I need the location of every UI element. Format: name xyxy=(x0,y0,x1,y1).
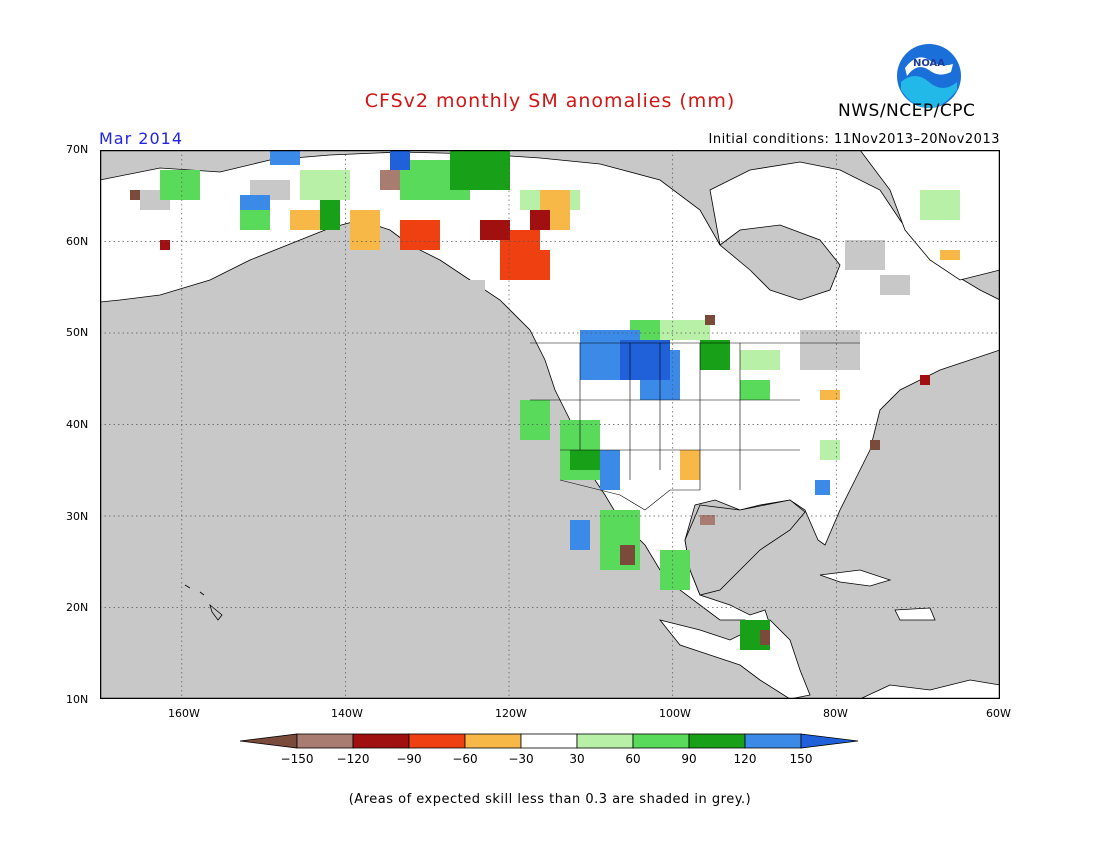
south-america-landmass xyxy=(859,679,1000,699)
colorbar-swatch xyxy=(576,733,634,749)
colorbar xyxy=(240,733,859,749)
anomaly-map xyxy=(100,150,1000,699)
lon-label-100w: 100W xyxy=(659,707,691,720)
colorbar-label: 30 xyxy=(569,752,585,766)
colorbar-swatch xyxy=(520,733,578,749)
lon-label-80w: 80W xyxy=(823,707,848,720)
lat-label-40n: 40N xyxy=(66,418,89,431)
central-america-landmass xyxy=(658,619,811,699)
hudson-bay xyxy=(719,224,841,301)
colorbar-swatch xyxy=(688,733,746,749)
lat-label-10n: 10N xyxy=(66,693,89,706)
noaa-logo: NOAA xyxy=(895,42,963,114)
lon-label-60w: 60W xyxy=(986,707,1011,720)
colorbar-swatch xyxy=(744,733,802,749)
anomaly-cells xyxy=(130,150,960,650)
colorbar-swatch xyxy=(296,733,354,749)
lon-label-160w: 160W xyxy=(168,707,200,720)
footnote: (Areas of expected skill less than 0.3 a… xyxy=(348,792,752,807)
colorbar-label: −150 xyxy=(280,752,314,766)
colorbar-swatch xyxy=(464,733,522,749)
lat-label-70n: 70N xyxy=(66,143,89,156)
colorbar-label: −90 xyxy=(396,752,422,766)
colorbar-swatch xyxy=(240,733,298,749)
colorbar-label: −60 xyxy=(452,752,478,766)
lat-label-60n: 60N xyxy=(66,235,89,248)
hawaii-islands xyxy=(184,584,223,621)
colorbar-label: −30 xyxy=(508,752,534,766)
lat-label-30n: 30N xyxy=(66,510,89,523)
colorbar-label: 120 xyxy=(733,752,757,766)
colorbar-swatch xyxy=(800,733,859,749)
target-month: Mar 2014 xyxy=(99,129,183,148)
initial-conditions: Initial conditions: 11Nov2013–20Nov2013 xyxy=(708,132,1000,147)
colorbar-swatch xyxy=(632,733,690,749)
colorbar-label: −120 xyxy=(336,752,370,766)
colorbar-label: 90 xyxy=(681,752,697,766)
political-boundaries xyxy=(530,342,860,511)
svg-text:NOAA: NOAA xyxy=(913,58,945,69)
colorbar-labels: −150 −120 −90 −60 −30 30 60 90 120 150 xyxy=(0,752,1100,768)
colorbar-swatches xyxy=(240,733,859,749)
colorbar-swatch xyxy=(352,733,410,749)
cuba-island xyxy=(819,569,892,587)
hispaniola-island xyxy=(894,607,936,621)
lat-label-20n: 20N xyxy=(66,601,89,614)
lon-label-120w: 120W xyxy=(495,707,527,720)
map-border xyxy=(100,150,1000,699)
lat-label-50n: 50N xyxy=(66,326,89,339)
colorbar-swatch xyxy=(408,733,466,749)
colorbar-label: 150 xyxy=(789,752,813,766)
map-title: CFSv2 monthly SM anomalies (mm) xyxy=(364,90,736,112)
agency-label: NWS/NCEP/CPC xyxy=(838,101,976,121)
colorbar-label: 60 xyxy=(625,752,641,766)
graticule xyxy=(100,150,1000,699)
lon-label-140w: 140W xyxy=(331,707,363,720)
